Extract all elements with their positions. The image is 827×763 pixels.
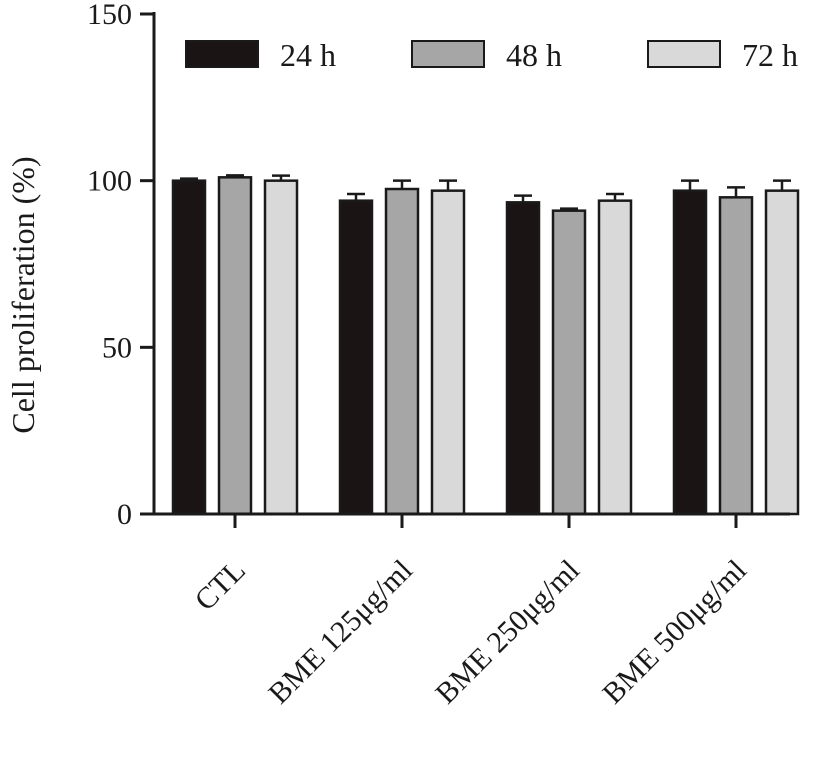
axes [152,12,790,528]
category-label-3: BME 250μg/ml [429,554,586,711]
legend-label-3: 72 h [742,37,798,73]
legend-label-2: 48 h [506,37,562,73]
error-bar-3-3 [606,192,624,201]
category-label-4: BME 500μg/ml [596,554,753,711]
bar-2-1 [217,176,253,516]
bar-1-4 [672,189,708,516]
bar-2-4 [718,196,754,516]
error-bar-1-1 [180,177,198,181]
error-bar-1-3 [514,194,532,203]
error-bar-3-2 [439,179,457,191]
error-bar-2-4 [727,186,745,198]
category-label-1: CTL [189,554,252,617]
bar-3-2 [430,189,466,516]
error-bar-2-3 [560,207,578,211]
error-bar-1-2 [347,192,365,201]
error-bar-2-2 [393,179,411,189]
bars [171,174,800,516]
legend-swatch-2 [411,40,485,68]
legend-swatch-3 [647,40,721,68]
legend-label-1: 24 h [280,37,336,73]
y-tick-label-2: 50 [102,331,132,364]
bar-2-2 [384,187,420,516]
bar-1-3 [505,201,541,516]
bar-3-3 [597,199,633,516]
error-bar-1-4 [681,179,699,191]
legend: 24 h 48 h 72 h [185,37,798,73]
bar-1-2 [338,199,374,516]
error-bar-2-1 [226,174,244,178]
y-axis-title: Cell proliferation (%) [5,156,41,433]
y-tick-label-3: 100 [87,165,132,198]
y-ticks: 0 50 100 150 [87,0,154,531]
error-bar-3-4 [773,179,791,191]
bar-1-1 [171,179,207,516]
bar-2-3 [551,209,587,516]
category-label-2: BME 125μg/ml [262,554,419,711]
category-labels: CTL BME 125μg/ml BME 250μg/ml BME 500μg/ml [189,554,753,711]
y-tick-label-1: 0 [117,498,132,531]
error-bar-3-1 [272,174,290,181]
bar-3-1 [263,179,299,516]
bar-3-4 [764,189,800,516]
y-tick-label-4: 150 [87,0,132,31]
legend-swatch-1 [185,40,259,68]
